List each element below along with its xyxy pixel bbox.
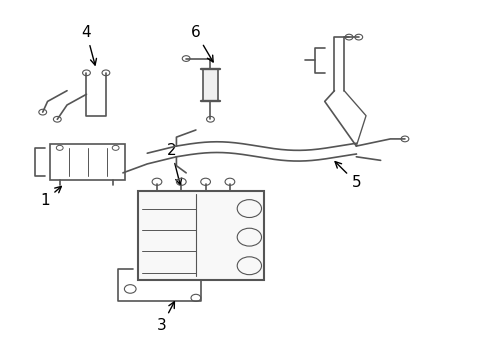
Bar [50,144,125,180]
Text: 4: 4 [81,25,96,65]
Text: 3: 3 [157,302,174,333]
Text: 5: 5 [334,162,360,190]
Text: 6: 6 [191,25,213,62]
Bar [203,69,217,102]
Text: 2: 2 [166,143,182,185]
Bar [137,191,264,280]
Text: 1: 1 [40,186,61,208]
